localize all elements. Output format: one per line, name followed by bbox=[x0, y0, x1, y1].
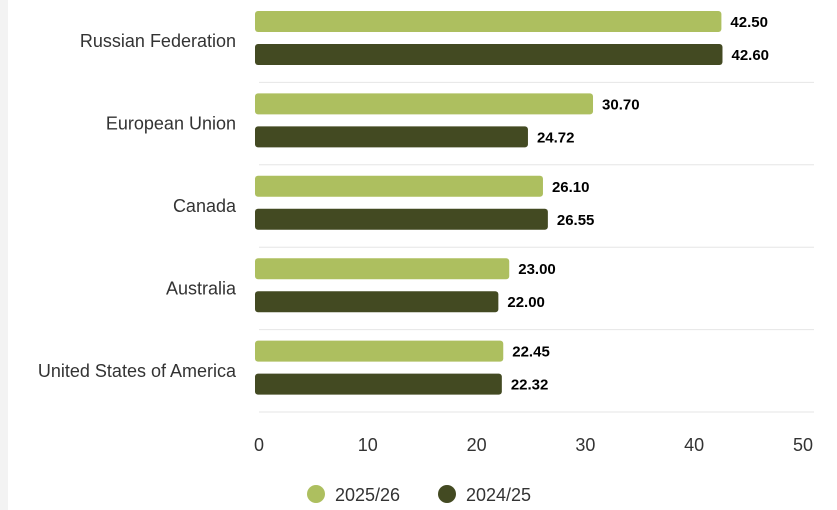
data-label: 22.00 bbox=[507, 294, 545, 311]
legend-marker bbox=[307, 485, 325, 503]
data-label: 30.70 bbox=[602, 96, 640, 113]
x-tick-label: 30 bbox=[575, 435, 595, 455]
bar-series-2[interactable] bbox=[255, 208, 548, 230]
category-label: Australia bbox=[166, 278, 237, 298]
data-labels: 42.50 42.60 30.70 24.72 26.10 26.55 23.00 22.00… bbox=[507, 14, 769, 394]
bar-series-1[interactable] bbox=[255, 340, 504, 362]
category-label: United States of America bbox=[38, 361, 237, 381]
category-separators bbox=[259, 81, 814, 413]
bar-series-2[interactable] bbox=[255, 373, 502, 395]
category-label: Russian Federation bbox=[80, 31, 236, 51]
chart-panel bbox=[8, 0, 837, 510]
x-tick-label: 40 bbox=[684, 435, 704, 455]
bar-series-1[interactable] bbox=[255, 258, 510, 280]
legend-label: 2024/25 bbox=[466, 485, 531, 505]
data-label: 26.55 bbox=[557, 212, 595, 229]
x-tick-label: 20 bbox=[467, 435, 487, 455]
x-tick-label: 50 bbox=[793, 435, 813, 455]
data-label: 22.45 bbox=[512, 344, 550, 361]
legend-item[interactable]: 2024/25 bbox=[438, 485, 531, 505]
data-label: 42.50 bbox=[730, 14, 768, 31]
legend-item[interactable]: 2025/26 bbox=[307, 485, 400, 505]
data-label: 42.60 bbox=[731, 47, 769, 64]
data-label: 26.10 bbox=[552, 179, 590, 196]
legend-marker bbox=[438, 485, 456, 503]
legend-label: 2025/26 bbox=[335, 485, 400, 505]
category-label: European Union bbox=[106, 114, 236, 134]
category-label: Canada bbox=[173, 196, 237, 216]
data-label: 24.72 bbox=[537, 129, 575, 146]
x-tick-label: 0 bbox=[254, 435, 264, 455]
category-labels: Russian Federation European Union Canada Au… bbox=[38, 31, 237, 381]
bar-marks bbox=[255, 11, 723, 395]
data-label: 22.32 bbox=[511, 377, 549, 394]
x-tick-label: 10 bbox=[358, 435, 378, 455]
x-axis-ticks: 0 10 20 30 40 50 bbox=[254, 435, 813, 455]
bar-series-1[interactable] bbox=[255, 11, 722, 32]
data-label: 23.00 bbox=[518, 261, 556, 278]
bar-series-2[interactable] bbox=[255, 126, 528, 148]
legend[interactable]: 2025/26 2024/25 bbox=[307, 485, 531, 505]
bar-series-2[interactable] bbox=[255, 291, 499, 313]
bar-series-1[interactable] bbox=[255, 93, 594, 115]
bar-series-2[interactable] bbox=[255, 44, 723, 65]
bar-series-1[interactable] bbox=[255, 175, 543, 197]
